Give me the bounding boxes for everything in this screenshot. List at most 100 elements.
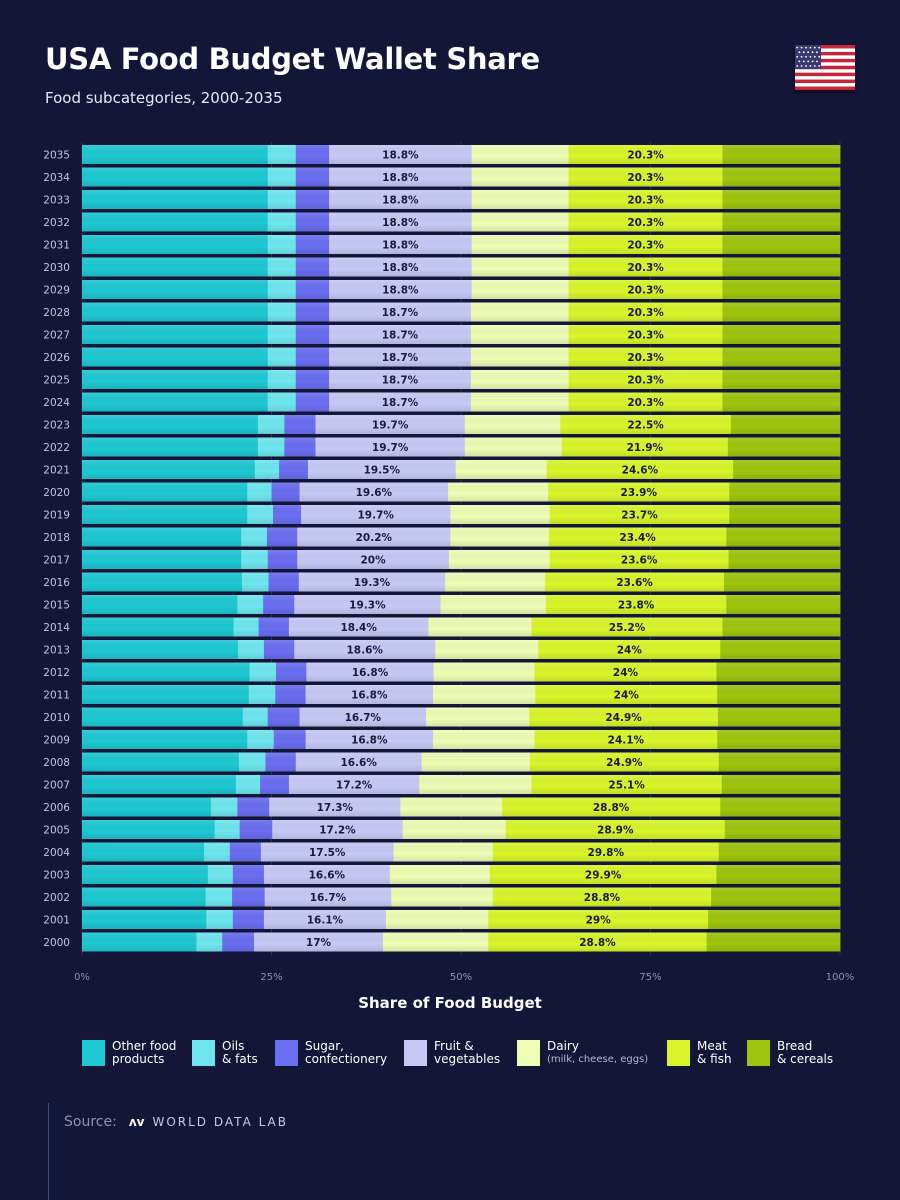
bar-segment <box>271 482 300 502</box>
bar-segment <box>432 730 535 749</box>
x-tick-label: 100% <box>826 972 855 983</box>
bar-segment <box>295 347 330 367</box>
year-label: 2017 <box>43 555 70 567</box>
bar-segment <box>295 392 330 412</box>
bar-segment <box>82 640 239 659</box>
bar-segment <box>204 842 231 862</box>
legend-item: Other food products <box>82 1040 176 1066</box>
legend-label-line1: Dairy <box>547 1039 579 1053</box>
bar-segment <box>82 617 234 637</box>
year-label: 2013 <box>43 645 70 657</box>
bar-segment <box>284 415 316 434</box>
year-label: 2025 <box>43 375 70 387</box>
year-label: 2028 <box>43 307 70 319</box>
bar-segment <box>722 212 841 232</box>
bar-segment <box>82 685 250 704</box>
bar-segment <box>295 145 330 164</box>
bar-segment <box>440 595 547 614</box>
data-label: 17.2% <box>319 825 356 837</box>
bar-segment <box>207 865 234 884</box>
bar-row-2015: 2015 19.3% 23.8% <box>43 595 841 614</box>
bar-row-2006: 2006 17.3% 28.8% <box>43 797 841 817</box>
bar-segment <box>279 460 309 479</box>
bar-segment <box>235 775 261 794</box>
legend-label: Oils & fats <box>222 1040 258 1066</box>
bar-segment <box>266 527 298 547</box>
data-label: 29.8% <box>588 847 625 859</box>
bar-segment <box>247 482 272 502</box>
data-label: 18.7% <box>382 307 419 319</box>
data-label: 17.2% <box>336 780 373 792</box>
bar-row-2014: 2014 18.4% 25.2% <box>43 617 841 637</box>
data-label: 19.7% <box>372 442 409 454</box>
data-label: 25.1% <box>608 780 645 792</box>
x-tick-label: 0% <box>74 972 90 983</box>
bar-segment <box>393 842 494 862</box>
legend-swatch <box>667 1040 690 1066</box>
data-label: 22.5% <box>627 420 664 432</box>
bar-segment <box>419 775 532 794</box>
data-label: 24% <box>617 645 643 657</box>
bar-segment <box>464 415 561 434</box>
data-label: 28.8% <box>584 892 621 904</box>
bar-segment <box>471 145 570 164</box>
bar-row-2004: 2004 17.5% 29.8% <box>43 842 841 862</box>
bar-segment <box>82 280 269 299</box>
year-label: 2007 <box>43 780 70 792</box>
data-label: 23.4% <box>619 532 656 544</box>
stacked-bar-chart: 0% 25% 50% 75% 100%2035 18.8% 20.3%2034 18.8% 20… <box>43 142 855 983</box>
data-label: 18.8% <box>382 172 419 184</box>
bar-segment <box>470 347 570 367</box>
data-label: 18.4% <box>340 622 377 634</box>
bar-segment <box>428 617 532 637</box>
year-label: 2032 <box>43 217 70 229</box>
chart-title: USA Food Budget Wallet Share <box>45 42 540 76</box>
bar-segment <box>82 527 242 547</box>
source-logo[interactable]: ʌv WORLD DATA LAB <box>129 1115 288 1129</box>
chart-subtitle: Food subcategories, 2000-2035 <box>45 89 283 107</box>
bar-segment <box>82 910 207 929</box>
year-label: 2003 <box>43 870 70 882</box>
bar-segment <box>722 280 841 299</box>
bar-segment <box>82 145 269 164</box>
year-label: 2012 <box>43 667 70 679</box>
bar-segment <box>464 437 563 457</box>
bar-segment <box>295 280 330 299</box>
bar-segment <box>82 820 216 839</box>
bar-row-2025: 2025 18.7% 20.3% <box>43 370 841 389</box>
legend-item: Oils & fats <box>192 1040 258 1066</box>
bar-segment <box>724 820 841 839</box>
bar-segment <box>470 370 570 389</box>
bar-segment <box>471 190 570 209</box>
bar-row-2005: 2005 17.2% 28.9% <box>43 820 841 839</box>
bar-segment <box>729 482 841 502</box>
bar-segment <box>470 325 570 344</box>
data-label: 17% <box>306 937 332 949</box>
data-label: 20% <box>361 555 387 567</box>
data-label: 18.8% <box>382 217 419 229</box>
bar-segment <box>268 572 300 592</box>
bar-segment <box>717 730 841 749</box>
us-flag-icon <box>795 45 855 90</box>
bar-segment <box>726 527 841 547</box>
bar-segment <box>260 775 290 794</box>
year-label: 2020 <box>43 487 70 499</box>
legend-swatch <box>404 1040 427 1066</box>
data-label: 20.3% <box>627 150 664 162</box>
data-label: 20.2% <box>356 532 393 544</box>
bar-segment <box>82 505 248 524</box>
bar-segment <box>241 572 269 592</box>
year-label: 2014 <box>43 622 70 634</box>
bar-segment <box>722 347 841 367</box>
data-label: 21.9% <box>627 442 664 454</box>
bar-segment <box>470 302 570 322</box>
data-label: 20.3% <box>627 217 664 229</box>
data-label: 24.9% <box>606 757 643 769</box>
bar-segment <box>82 662 250 682</box>
year-label: 2019 <box>43 510 70 522</box>
bar-segment <box>82 797 212 817</box>
bar-segment <box>82 842 205 862</box>
year-label: 2035 <box>43 150 70 162</box>
legend-label-line1: Bread <box>777 1039 813 1053</box>
source-divider <box>48 1103 49 1200</box>
